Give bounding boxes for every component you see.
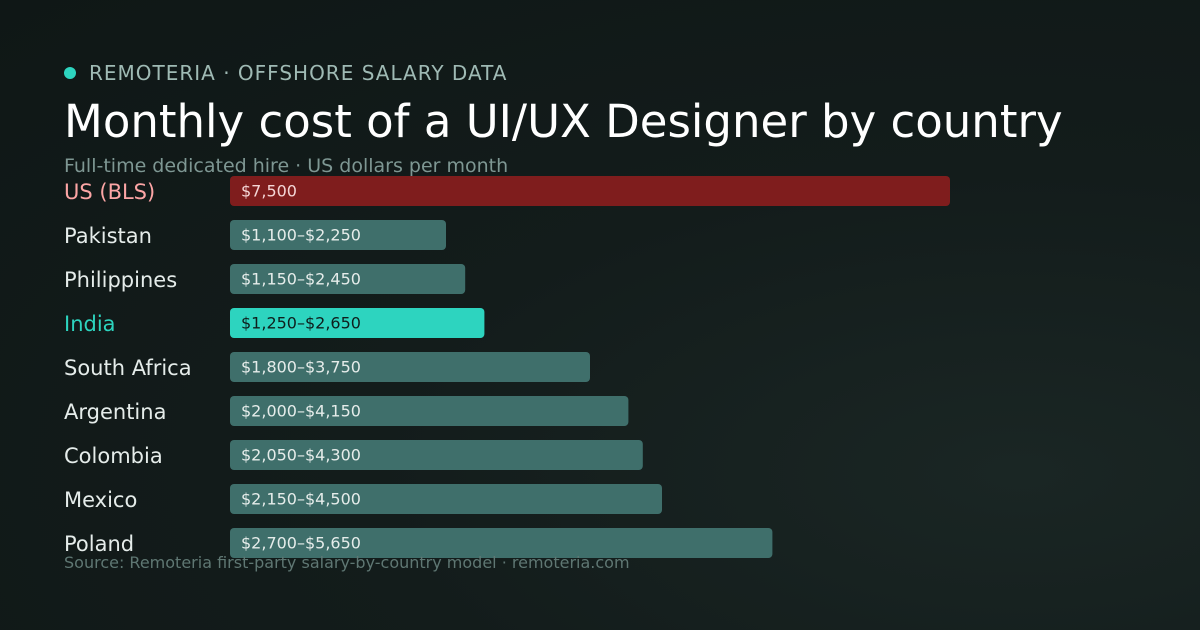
bar-poland <box>230 528 773 558</box>
category-label-colombia: Colombia <box>64 444 163 468</box>
bar-pakistan <box>230 220 446 250</box>
bar-us-bls <box>230 176 950 206</box>
brand-header: REMOTERIA · OFFSHORE SALARY DATA <box>64 60 507 86</box>
brand-dot-icon <box>64 67 76 79</box>
category-label-poland: Poland <box>64 532 134 556</box>
value-label-argentina: $2,000–$4,150 <box>241 402 361 421</box>
bar-argentina <box>230 396 629 426</box>
bar-mexico <box>230 484 662 514</box>
value-label-mexico: $2,150–$4,500 <box>241 490 361 509</box>
value-label-philippines: $1,150–$2,450 <box>241 270 361 289</box>
value-label-us-bls: $7,500 <box>241 182 297 201</box>
value-label-india: $1,250–$2,650 <box>241 314 361 333</box>
brand-label: REMOTERIA · OFFSHORE SALARY DATA <box>89 61 508 85</box>
bar-india <box>230 308 485 338</box>
value-label-colombia: $2,050–$4,300 <box>241 446 361 465</box>
bar-south-africa <box>230 352 590 382</box>
category-label-south-africa: South Africa <box>64 356 192 380</box>
category-label-mexico: Mexico <box>64 488 137 512</box>
value-label-poland: $2,700–$5,650 <box>241 534 361 553</box>
category-label-argentina: Argentina <box>64 400 166 424</box>
chart-title: Monthly cost of a UI/UX Designer by coun… <box>64 95 1063 148</box>
value-label-south-africa: $1,800–$3,750 <box>241 358 361 377</box>
chart-subtitle: Full-time dedicated hire · US dollars pe… <box>64 155 509 177</box>
category-label-india: India <box>64 312 116 336</box>
category-label-philippines: Philippines <box>64 268 177 292</box>
source-note: Source: Remoteria first-party salary-by-… <box>64 553 630 572</box>
category-label-us-bls: US (BLS) <box>64 180 155 204</box>
bar-philippines <box>230 264 466 294</box>
bar-colombia <box>230 440 643 470</box>
value-label-pakistan: $1,100–$2,250 <box>241 226 361 245</box>
category-label-pakistan: Pakistan <box>64 224 152 248</box>
